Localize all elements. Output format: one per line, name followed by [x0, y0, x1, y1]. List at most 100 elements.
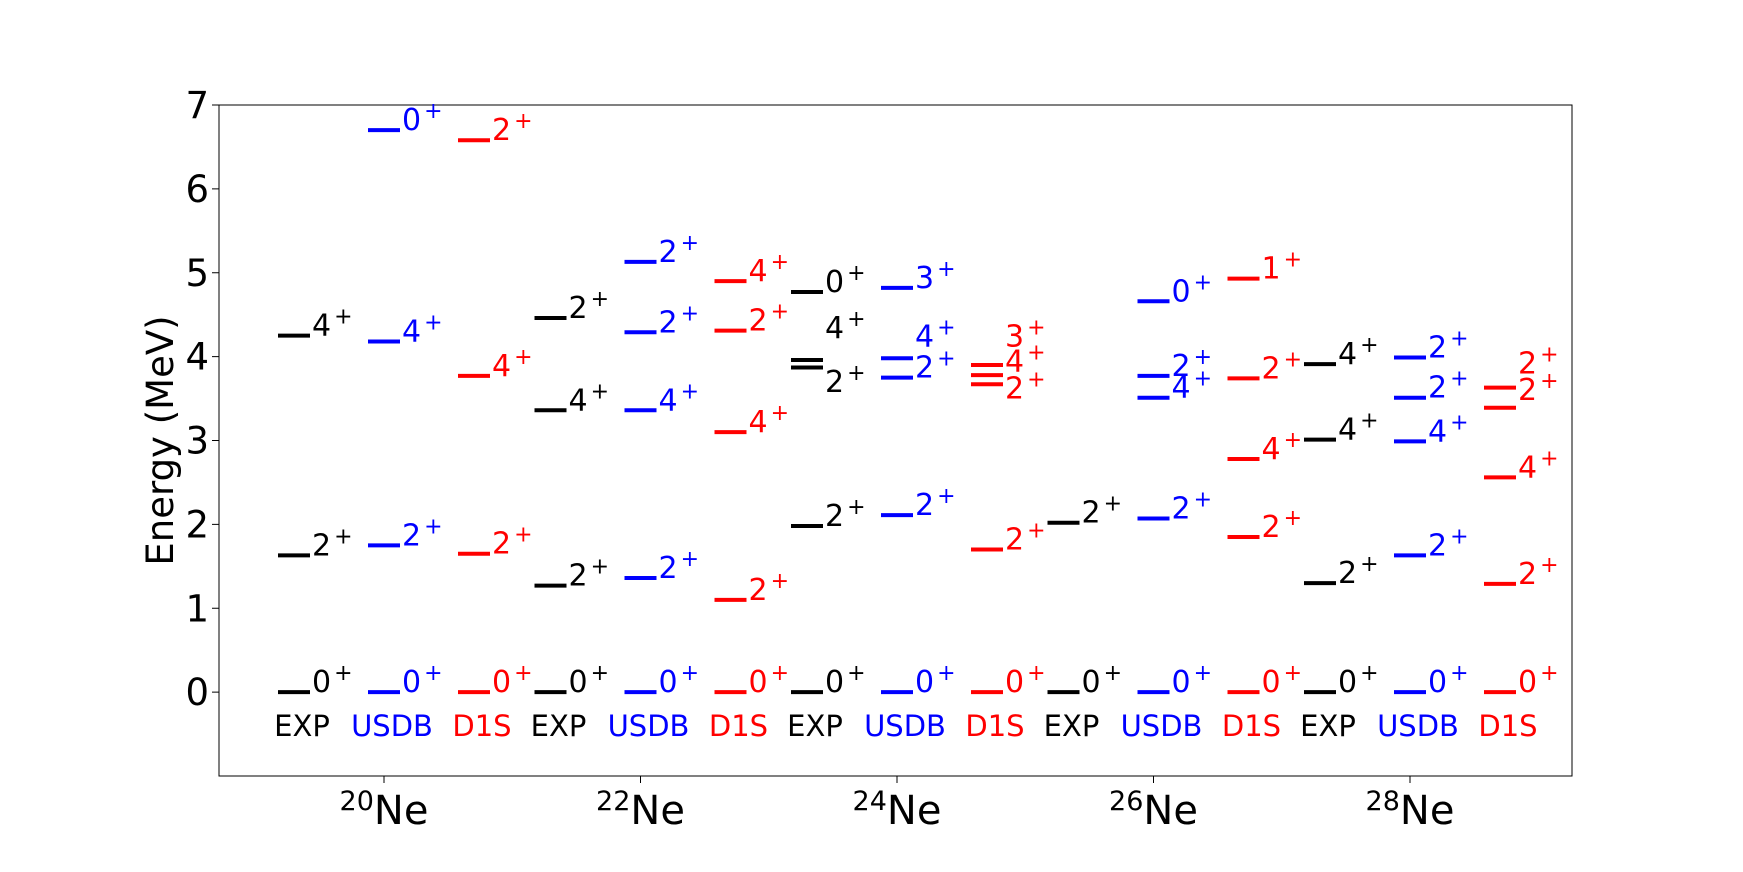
parity-sign: + — [1450, 524, 1468, 549]
parity-sign: + — [1540, 342, 1558, 367]
spin-value: 4 — [825, 311, 844, 346]
spin-value: 2 — [1428, 371, 1447, 406]
level-label: 2 + — [569, 555, 610, 594]
spin-value: 4 — [915, 320, 934, 355]
parity-sign: + — [334, 524, 352, 549]
spin-value: 2 — [1518, 557, 1537, 592]
level-label: 4 + — [492, 345, 533, 384]
level-label: 0 + — [312, 661, 353, 700]
spin-value: 2 — [1428, 528, 1447, 563]
parity-sign: + — [591, 379, 609, 404]
level-label: 2 + — [825, 495, 866, 534]
spin-value: 4 — [659, 383, 678, 418]
parity-sign: + — [681, 301, 699, 326]
spin-value: 1 — [1262, 252, 1281, 287]
spin-value: 4 — [492, 349, 511, 384]
parity-sign: + — [771, 401, 789, 426]
spin-value: 2 — [1005, 523, 1024, 558]
parity-sign: + — [847, 495, 865, 520]
level-label: 2 + — [1518, 342, 1559, 381]
level-label: 0 + — [825, 261, 866, 300]
spin-value: 0 — [569, 665, 588, 700]
spin-value: 2 — [1005, 372, 1024, 407]
spin-value: 2 — [1082, 496, 1101, 531]
parity-sign: + — [1450, 410, 1468, 435]
level-label: 2 + — [1005, 519, 1046, 558]
parity-sign: + — [1027, 341, 1045, 366]
parity-sign: + — [1360, 661, 1378, 686]
parity-sign: + — [1194, 661, 1212, 686]
level-label: 3 + — [1005, 316, 1046, 355]
parity-sign: + — [514, 109, 532, 134]
parity-sign: + — [847, 307, 865, 332]
element-symbol: Ne — [630, 788, 685, 834]
spin-value: 4 — [312, 309, 331, 344]
element-symbol: Ne — [887, 788, 942, 834]
spin-value: 2 — [659, 305, 678, 340]
parity-sign: + — [847, 261, 865, 286]
level-label: 2 + — [1338, 552, 1379, 591]
spin-value: 0 — [1518, 665, 1537, 700]
level-label: 2 + — [569, 287, 610, 326]
parity-sign: + — [1450, 326, 1468, 351]
parity-sign: + — [771, 300, 789, 325]
spin-value: 0 — [1082, 665, 1101, 700]
mass-number: 28 — [1366, 786, 1400, 817]
spin-value: 2 — [749, 573, 768, 608]
parity-sign: + — [937, 661, 955, 686]
level-label: 4 + — [569, 379, 610, 418]
column-label: USDB — [864, 709, 946, 743]
level-label: 0 + — [1172, 270, 1213, 309]
spin-value: 0 — [1428, 665, 1447, 700]
parity-sign: + — [334, 305, 352, 330]
level-label: 3 + — [915, 257, 956, 296]
level-label: 4 + — [402, 311, 443, 350]
spin-value: 0 — [825, 665, 844, 700]
spin-value: 3 — [1005, 320, 1024, 355]
spin-value: 2 — [1262, 510, 1281, 545]
y-tick-label: 7 — [185, 84, 209, 127]
level-label: 2 + — [659, 231, 700, 270]
level-label: 2 + — [1428, 367, 1469, 406]
spin-value: 4 — [569, 383, 588, 418]
level-label: 2 + — [492, 109, 533, 148]
spin-value: 2 — [659, 551, 678, 586]
parity-sign: + — [334, 661, 352, 686]
spin-value: 2 — [915, 488, 934, 523]
parity-sign: + — [514, 523, 532, 548]
spin-value: 0 — [402, 665, 421, 700]
y-tick-label: 1 — [185, 587, 209, 630]
column-label: EXP — [1044, 709, 1100, 743]
level-label: 0 + — [402, 661, 443, 700]
spin-value: 0 — [749, 665, 768, 700]
parity-sign: + — [1194, 488, 1212, 513]
spin-value: 4 — [749, 405, 768, 440]
level-label: 0 + — [1172, 661, 1213, 700]
spin-value: 4 — [1518, 450, 1537, 485]
column-label: D1S — [1222, 709, 1281, 743]
level-label: 0 + — [569, 661, 610, 700]
spin-value: 0 — [492, 665, 511, 700]
column-label: EXP — [274, 709, 330, 743]
y-axis: 0 1 2 3 4 5 6 7 — [185, 84, 219, 714]
spin-value: 4 — [1262, 432, 1281, 467]
nucleus-label: 24Ne — [853, 786, 942, 834]
parity-sign: + — [1104, 492, 1122, 517]
parity-sign: + — [424, 99, 442, 124]
level-label: 2 + — [1518, 369, 1559, 408]
level-label: 0 + — [1262, 661, 1303, 700]
parity-sign: + — [771, 569, 789, 594]
level-label: 4 + — [749, 401, 790, 440]
spin-value: 2 — [825, 499, 844, 534]
level-label: 2 + — [915, 347, 956, 386]
level-label: 2 + — [1262, 506, 1303, 545]
column-label: USDB — [1377, 709, 1459, 743]
y-tick-label: 5 — [185, 252, 209, 295]
level-label: 2 + — [749, 569, 790, 608]
nucleus-label: 22Ne — [596, 786, 685, 834]
mass-number: 22 — [596, 786, 630, 817]
spin-value: 2 — [1172, 349, 1191, 384]
parity-sign: + — [1284, 428, 1302, 453]
spin-value: 2 — [1518, 373, 1537, 408]
